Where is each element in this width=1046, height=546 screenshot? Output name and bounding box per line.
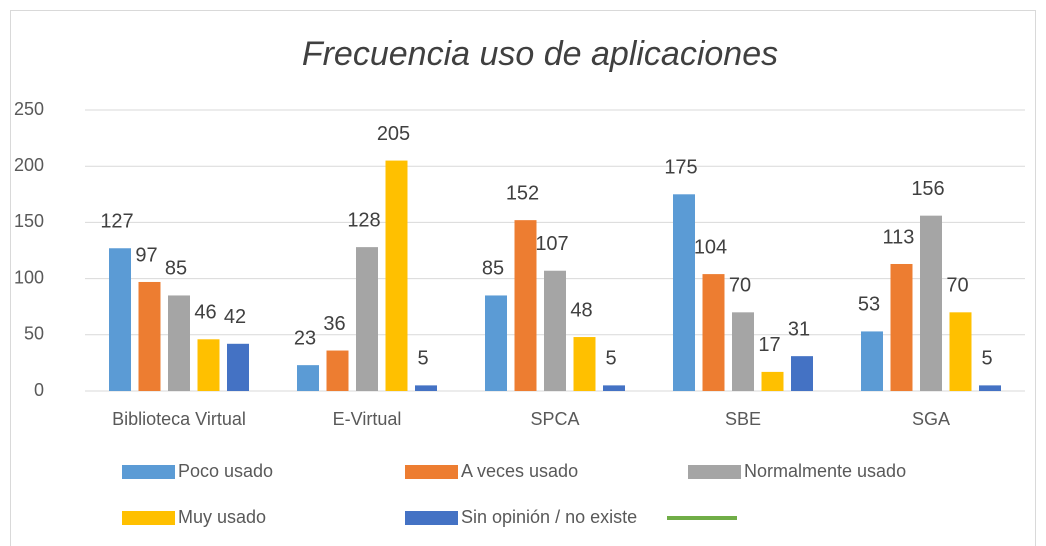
- data-label: 107: [535, 233, 568, 255]
- bar: [326, 350, 349, 391]
- bar: [702, 274, 725, 391]
- data-label: 70: [729, 275, 751, 297]
- bar: [920, 215, 942, 391]
- data-label: 46: [194, 302, 216, 324]
- bar: [138, 281, 161, 391]
- bar: [732, 312, 754, 391]
- x-tick-label: SPCA: [530, 409, 579, 429]
- bar: [168, 295, 190, 391]
- data-label: 156: [911, 178, 944, 200]
- legend-label: Normalmente usado: [744, 461, 906, 481]
- y-tick-label: 250: [14, 99, 44, 119]
- legend-swatch: [122, 465, 175, 479]
- bar: [227, 343, 249, 391]
- data-label: 128: [347, 209, 380, 231]
- legend-swatch: [122, 511, 175, 525]
- y-tick-label: 50: [24, 324, 44, 344]
- data-label: 36: [323, 313, 345, 335]
- data-label: 113: [883, 226, 915, 248]
- bar: [761, 371, 784, 391]
- bar: [573, 337, 596, 391]
- y-tick-label: 0: [34, 380, 44, 400]
- data-label: 53: [858, 294, 880, 316]
- bar: [385, 160, 408, 391]
- bar: [979, 385, 1001, 391]
- bar: [109, 248, 131, 391]
- x-tick-label: SGA: [912, 409, 950, 429]
- data-label: 5: [417, 348, 428, 370]
- data-label: 175: [664, 157, 697, 179]
- data-label: 85: [165, 258, 187, 280]
- bar: [356, 247, 378, 391]
- y-tick-label: 150: [14, 211, 44, 231]
- bar: [673, 194, 695, 391]
- bar: [197, 339, 220, 391]
- legend-label: Poco usado: [178, 461, 273, 481]
- data-label: 104: [694, 236, 727, 258]
- bar: [861, 331, 883, 391]
- bar: [544, 270, 566, 391]
- legend-swatch: [405, 511, 458, 525]
- bar: [890, 263, 913, 391]
- bar: [485, 295, 507, 391]
- data-label: 127: [100, 211, 133, 233]
- legend-swatch: [688, 465, 741, 479]
- data-label: 42: [224, 306, 246, 328]
- x-tick-label: E-Virtual: [333, 409, 402, 429]
- bar: [415, 385, 437, 391]
- x-tick-label: Biblioteca Virtual: [112, 409, 246, 429]
- data-label: 5: [605, 348, 616, 370]
- y-tick-label: 200: [14, 155, 44, 175]
- bar: [791, 356, 813, 391]
- bar: [297, 365, 319, 391]
- y-tick-label: 100: [14, 267, 44, 287]
- legend-label: Muy usado: [178, 507, 266, 527]
- data-label: 23: [294, 327, 316, 349]
- bar: [514, 220, 537, 391]
- bar: [949, 312, 972, 391]
- data-label: 17: [758, 334, 780, 356]
- data-label: 5: [981, 348, 992, 370]
- data-label: 97: [135, 244, 157, 266]
- data-label: 48: [570, 299, 592, 321]
- data-label: 205: [377, 123, 410, 145]
- data-label: 85: [482, 258, 504, 280]
- legend-swatch: [405, 465, 458, 479]
- legend-label: Sin opinión / no existe: [461, 507, 637, 527]
- data-label: 70: [946, 275, 968, 297]
- x-tick-label: SBE: [725, 409, 761, 429]
- data-label: 152: [506, 182, 539, 204]
- chart-title: Frecuencia uso de aplicaciones: [302, 35, 778, 73]
- legend-label: A veces usado: [461, 461, 578, 481]
- data-label: 31: [788, 318, 810, 340]
- bar: [603, 385, 625, 391]
